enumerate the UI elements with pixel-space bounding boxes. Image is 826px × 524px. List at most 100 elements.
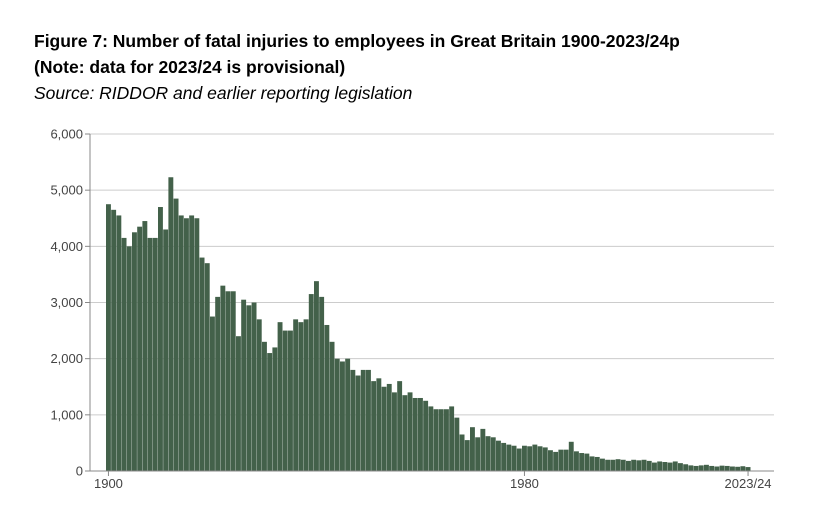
chart-title-note: (Note: data for 2023/24 is provisional)	[34, 57, 346, 77]
bar	[698, 465, 704, 471]
bar	[152, 237, 158, 471]
bar	[714, 466, 720, 471]
bar	[657, 461, 663, 471]
bar	[579, 453, 585, 471]
bar	[132, 232, 137, 471]
bars	[106, 177, 751, 472]
bar	[501, 442, 507, 471]
bar	[267, 353, 273, 471]
bar	[745, 467, 751, 471]
bar	[329, 341, 335, 471]
bar	[147, 237, 153, 471]
bar	[735, 466, 741, 471]
bar	[324, 324, 330, 471]
chart-subtitle: Source: RIDDOR and earlier reporting leg…	[34, 83, 413, 103]
bar	[371, 381, 377, 471]
bar	[241, 299, 247, 471]
bar	[589, 456, 595, 471]
bar	[475, 437, 481, 471]
bar	[194, 218, 200, 471]
bar	[236, 336, 241, 471]
bar	[225, 291, 231, 471]
bar	[693, 465, 699, 471]
bar	[163, 229, 169, 471]
bar	[605, 459, 611, 471]
bar	[298, 322, 304, 471]
bar	[537, 446, 543, 471]
bar	[334, 358, 340, 471]
bar	[303, 319, 309, 471]
bar	[532, 444, 538, 471]
bar	[350, 369, 356, 471]
bar	[366, 369, 371, 471]
bar	[111, 209, 117, 471]
bar	[527, 446, 533, 471]
bar	[173, 198, 179, 471]
bar	[641, 459, 647, 471]
bar	[709, 465, 715, 471]
y-tick-label: 4,000	[50, 239, 83, 254]
bar	[724, 465, 730, 471]
bar	[558, 449, 564, 471]
bar	[594, 456, 600, 471]
bar	[470, 427, 475, 471]
bar	[106, 204, 111, 471]
bar	[381, 386, 387, 471]
bar	[719, 465, 725, 471]
bar	[459, 434, 465, 471]
bar	[464, 440, 470, 471]
bar	[516, 448, 522, 471]
bar	[402, 395, 408, 471]
y-tick-label: 2,000	[50, 351, 83, 366]
bar	[553, 451, 559, 471]
bar	[490, 437, 496, 471]
bar	[600, 458, 605, 471]
bar	[251, 302, 257, 471]
bar	[683, 464, 689, 471]
bar	[246, 305, 252, 471]
bar	[574, 451, 579, 471]
bar	[116, 215, 122, 471]
bar	[308, 294, 314, 471]
bar	[272, 347, 278, 471]
y-tick-label: 0	[76, 464, 83, 479]
bar	[615, 459, 621, 471]
bar	[646, 460, 652, 471]
chart-title: Figure 7: Number of fatal injuries to em…	[34, 31, 680, 51]
bar	[340, 361, 345, 471]
bar	[704, 464, 709, 471]
bar	[121, 237, 127, 471]
y-axis-ticks: 0 1,000 2,000 3,000 4,000 5,000 6,000	[50, 127, 90, 479]
bar	[288, 330, 293, 471]
bar	[672, 461, 678, 471]
bar	[584, 453, 590, 471]
bar	[215, 296, 221, 471]
bar	[548, 450, 553, 471]
bar	[418, 397, 423, 471]
bar	[220, 285, 226, 471]
bar	[511, 445, 517, 471]
bar	[282, 330, 288, 471]
y-tick-label: 3,000	[50, 295, 83, 310]
bar	[652, 462, 657, 471]
x-tick-label: 1900	[94, 476, 123, 491]
bar	[386, 383, 392, 471]
bar	[126, 246, 132, 471]
bar	[563, 449, 569, 471]
bar	[189, 215, 195, 471]
bar	[345, 358, 351, 471]
bar	[397, 381, 403, 471]
bar	[678, 463, 683, 471]
bar	[449, 406, 455, 471]
y-tick-label: 6,000	[50, 127, 83, 142]
bar	[158, 207, 163, 471]
bar	[319, 296, 325, 471]
x-tick-label: 2023/24	[725, 476, 772, 491]
bar	[688, 465, 694, 471]
bar	[454, 417, 460, 471]
bar	[438, 409, 444, 471]
bar	[506, 444, 512, 471]
bar	[730, 466, 735, 471]
bar	[631, 459, 637, 471]
